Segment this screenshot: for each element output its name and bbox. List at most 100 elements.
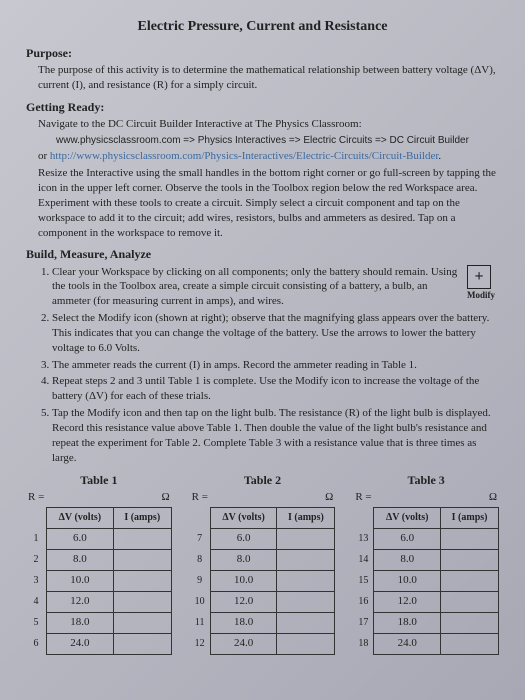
cell-v: 6.0 [47, 528, 114, 549]
row-num: 6 [26, 633, 47, 654]
cell-i [277, 612, 335, 633]
modify-icon: + [467, 265, 491, 289]
table-2-title: Table 2 [190, 472, 336, 488]
getting-ready-intro: Navigate to the DC Circuit Builder Inter… [38, 117, 499, 132]
col-v: ΔV (volts) [374, 507, 441, 528]
cell-i [277, 549, 335, 570]
or-text: or [38, 150, 47, 162]
row-num: 18 [353, 633, 374, 654]
page-title: Electric Pressure, Current and Resistanc… [26, 18, 499, 37]
row-num: 2 [26, 549, 47, 570]
table-3-r-row: R = Ω [355, 490, 497, 505]
step-5: Tap the Modify icon and then tap on the … [52, 406, 499, 465]
cell-i [277, 591, 335, 612]
cell-i [441, 633, 499, 654]
cell-i [277, 570, 335, 591]
ohm-symbol: Ω [161, 490, 169, 505]
row-num: 9 [190, 570, 211, 591]
row-num: 13 [353, 528, 374, 549]
col-i: I (amps) [441, 507, 499, 528]
col-i: I (amps) [113, 507, 171, 528]
ohm-symbol: Ω [489, 490, 497, 505]
table-1-block: Table 1 R = Ω ΔV (volts)I (amps) 16.0 28… [26, 472, 172, 655]
row-num: 3 [26, 570, 47, 591]
cell-v: 8.0 [47, 549, 114, 570]
table-1-title: Table 1 [26, 472, 172, 488]
cell-i [113, 612, 171, 633]
table-2-r-row: R = Ω [192, 490, 334, 505]
or-line: or http://www.physicsclassroom.com/Physi… [38, 149, 499, 164]
row-num: 12 [190, 633, 211, 654]
cell-v: 24.0 [47, 633, 114, 654]
r-label: R = [28, 490, 44, 505]
row-num: 1 [26, 528, 47, 549]
modify-label: Modify [467, 289, 495, 301]
purpose-body: The purpose of this activity is to deter… [38, 63, 499, 93]
cell-v: 6.0 [374, 528, 441, 549]
getting-ready-head: Getting Ready: [26, 99, 499, 115]
cell-i [277, 528, 335, 549]
table-2: ΔV (volts)I (amps) 76.0 88.0 910.0 1012.… [190, 507, 336, 655]
row-num: 4 [26, 591, 47, 612]
table-1: ΔV (volts)I (amps) 16.0 28.0 310.0 412.0… [26, 507, 172, 655]
cell-v: 18.0 [374, 612, 441, 633]
cell-i [277, 633, 335, 654]
resize-paragraph: Resize the Interactive using the small h… [38, 166, 499, 240]
cell-v: 8.0 [210, 549, 277, 570]
tables-row: Table 1 R = Ω ΔV (volts)I (amps) 16.0 28… [26, 472, 499, 655]
col-i: I (amps) [277, 507, 335, 528]
cell-v: 18.0 [47, 612, 114, 633]
cell-i [441, 591, 499, 612]
table-3-block: Table 3 R = Ω ΔV (volts)I (amps) 136.0 1… [353, 472, 499, 655]
cell-i [113, 528, 171, 549]
col-v: ΔV (volts) [47, 507, 114, 528]
steps-list: Clear your Workspace by clicking on all … [26, 265, 499, 466]
modify-icon-block: + Modify [467, 265, 495, 301]
cell-i [113, 570, 171, 591]
purpose-head: Purpose: [26, 45, 499, 61]
row-num: 14 [353, 549, 374, 570]
col-v: ΔV (volts) [210, 507, 277, 528]
cell-i [441, 570, 499, 591]
cell-v: 12.0 [374, 591, 441, 612]
cell-i [113, 549, 171, 570]
cell-v: 24.0 [210, 633, 277, 654]
row-num: 16 [353, 591, 374, 612]
row-num: 11 [190, 612, 211, 633]
build-head: Build, Measure, Analyze [26, 246, 499, 262]
cell-v: 18.0 [210, 612, 277, 633]
step-4: Repeat steps 2 and 3 until Table 1 is co… [52, 374, 499, 404]
cell-v: 10.0 [374, 570, 441, 591]
step-2: Select the Modify icon (shown at right);… [52, 311, 499, 356]
worksheet-page: Electric Pressure, Current and Resistanc… [0, 0, 525, 665]
cell-v: 24.0 [374, 633, 441, 654]
cell-v: 6.0 [210, 528, 277, 549]
table-2-block: Table 2 R = Ω ΔV (volts)I (amps) 76.0 88… [190, 472, 336, 655]
cell-v: 10.0 [47, 570, 114, 591]
table-3-title: Table 3 [353, 472, 499, 488]
r-label: R = [192, 490, 208, 505]
cell-i [441, 612, 499, 633]
row-num: 15 [353, 570, 374, 591]
row-num: 17 [353, 612, 374, 633]
step-1: Clear your Workspace by clicking on all … [52, 265, 499, 310]
row-num: 8 [190, 549, 211, 570]
r-label: R = [355, 490, 371, 505]
cell-i [113, 633, 171, 654]
nav-path: www.physicsclassroom.com => Physics Inte… [26, 134, 499, 148]
table-3: ΔV (volts)I (amps) 136.0 148.0 1510.0 16… [353, 507, 499, 655]
cell-i [441, 549, 499, 570]
cell-v: 8.0 [374, 549, 441, 570]
cell-v: 12.0 [210, 591, 277, 612]
cell-v: 10.0 [210, 570, 277, 591]
row-num: 7 [190, 528, 211, 549]
row-num: 5 [26, 612, 47, 633]
step-3: The ammeter reads the current (I) in amp… [52, 358, 499, 373]
cell-v: 12.0 [47, 591, 114, 612]
ohm-symbol: Ω [325, 490, 333, 505]
table-1-r-row: R = Ω [28, 490, 170, 505]
row-num: 10 [190, 591, 211, 612]
builder-url: http://www.physicsclassroom.com/Physics-… [50, 150, 439, 162]
cell-i [113, 591, 171, 612]
cell-i [441, 528, 499, 549]
